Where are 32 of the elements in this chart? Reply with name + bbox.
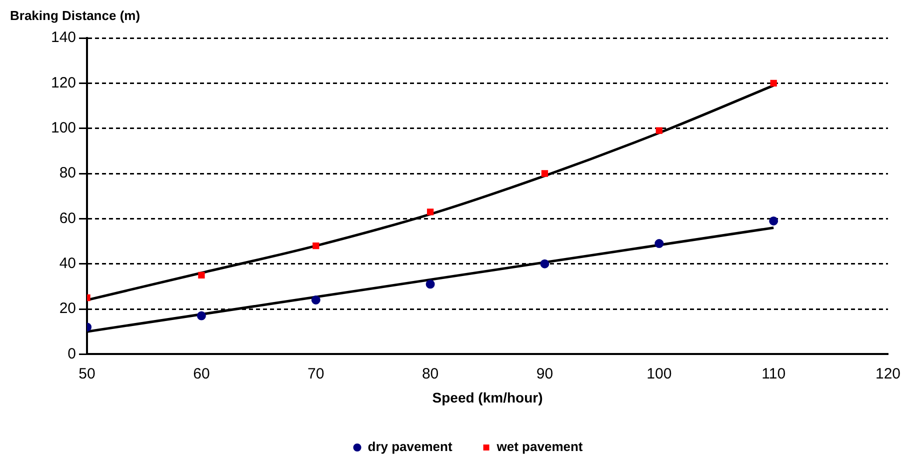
point — [312, 242, 320, 250]
x-tick-label: 70 — [308, 365, 324, 382]
point — [196, 311, 206, 320]
x-tick-label: 110 — [762, 365, 786, 382]
point — [426, 280, 435, 289]
y-axis-title: Braking Distance (m) — [10, 8, 140, 24]
x-tick-label: 50 — [78, 365, 96, 382]
point — [426, 208, 434, 216]
point — [198, 272, 205, 278]
y-tick-label: 140 — [50, 29, 76, 46]
point — [654, 239, 664, 248]
point — [541, 170, 548, 177]
legend-label: dry pavement — [368, 439, 453, 454]
point — [311, 295, 320, 304]
y-tick-label: 60 — [59, 210, 76, 227]
y-tick-label: 20 — [59, 300, 76, 318]
y-tick-label: 120 — [50, 74, 76, 92]
y-tick-label: 0 — [68, 345, 76, 362]
x-tick-label: 60 — [193, 365, 210, 382]
point — [656, 127, 662, 134]
x-tick-label: 120 — [875, 365, 901, 382]
x-tick-label: 90 — [536, 365, 554, 382]
x-tick-label: 100 — [646, 365, 672, 382]
point — [540, 259, 550, 268]
x-axis-title: Speed (km/hour) — [432, 389, 543, 406]
x-tick-label: 80 — [422, 365, 439, 382]
legend-label: wet pavement — [496, 439, 584, 454]
point — [770, 80, 777, 86]
y-tick-label: 40 — [59, 255, 76, 272]
y-tick-label: 100 — [50, 119, 76, 136]
point — [769, 216, 778, 226]
y-tick-label: 80 — [59, 164, 76, 182]
